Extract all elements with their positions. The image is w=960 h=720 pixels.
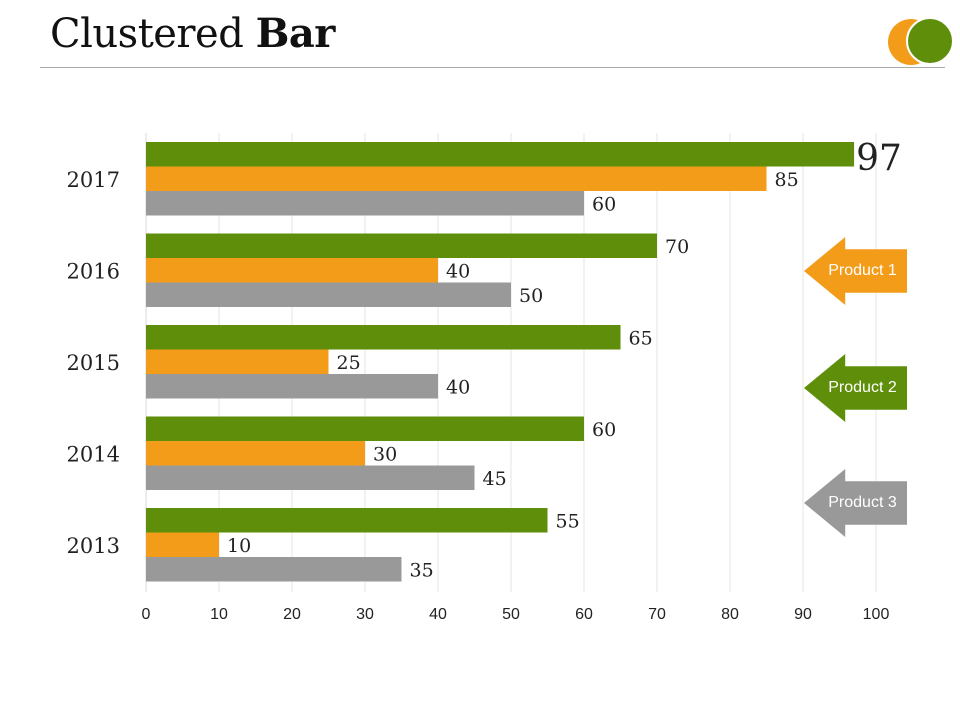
data-label: 70 <box>665 236 689 258</box>
bar <box>146 557 402 582</box>
bar <box>146 166 767 191</box>
data-label: 10 <box>227 535 251 557</box>
slide-title-regular: Clustered <box>50 11 244 57</box>
category-label: 2014 <box>67 442 120 466</box>
slide-title: Clustered Bar <box>50 10 335 57</box>
bar <box>146 441 365 466</box>
x-tick-label: 30 <box>356 606 374 623</box>
bar <box>146 532 219 557</box>
slide-title-bold: Bar <box>255 10 336 57</box>
data-label: 35 <box>410 559 434 581</box>
title-divider <box>40 67 945 68</box>
x-tick-label: 50 <box>502 606 520 623</box>
data-label: 40 <box>446 260 470 282</box>
x-tick-label: 60 <box>575 606 593 623</box>
data-label: 25 <box>337 352 361 374</box>
data-label: 45 <box>483 468 507 490</box>
data-label: 40 <box>446 376 470 398</box>
bar <box>146 258 438 283</box>
legend-product-1-label: Product 1 <box>828 262 897 279</box>
bar <box>146 325 621 350</box>
x-tick-label: 40 <box>429 606 447 623</box>
data-label: 50 <box>519 285 543 307</box>
bar <box>146 191 584 216</box>
category-label: 2016 <box>67 259 120 283</box>
green-circle-decoration <box>906 17 954 65</box>
bar <box>146 349 329 374</box>
category-label: 2017 <box>67 168 120 192</box>
data-label: 30 <box>373 443 397 465</box>
bar <box>146 233 657 258</box>
bar <box>146 282 511 307</box>
data-label: 60 <box>592 419 616 441</box>
x-tick-label: 100 <box>863 606 890 623</box>
x-tick-label: 90 <box>794 606 812 623</box>
data-label: 97 <box>856 138 902 179</box>
data-label: 65 <box>629 327 653 349</box>
x-tick-label: 0 <box>142 606 151 623</box>
legend-product-2-label: Product 2 <box>828 379 897 396</box>
bar <box>146 374 438 399</box>
category-label: 2013 <box>67 534 120 558</box>
x-tick-label: 10 <box>210 606 228 623</box>
data-label: 60 <box>592 193 616 215</box>
bar <box>146 142 855 167</box>
x-tick-label: 70 <box>648 606 666 623</box>
x-tick-label: 20 <box>283 606 301 623</box>
legend-product-3-label: Product 3 <box>828 494 897 511</box>
x-tick-label: 80 <box>721 606 739 623</box>
data-label: 55 <box>556 510 580 532</box>
data-label: 85 <box>775 169 799 191</box>
bar <box>146 416 584 441</box>
bar <box>146 465 475 490</box>
category-label: 2015 <box>67 351 120 375</box>
bar <box>146 508 548 533</box>
